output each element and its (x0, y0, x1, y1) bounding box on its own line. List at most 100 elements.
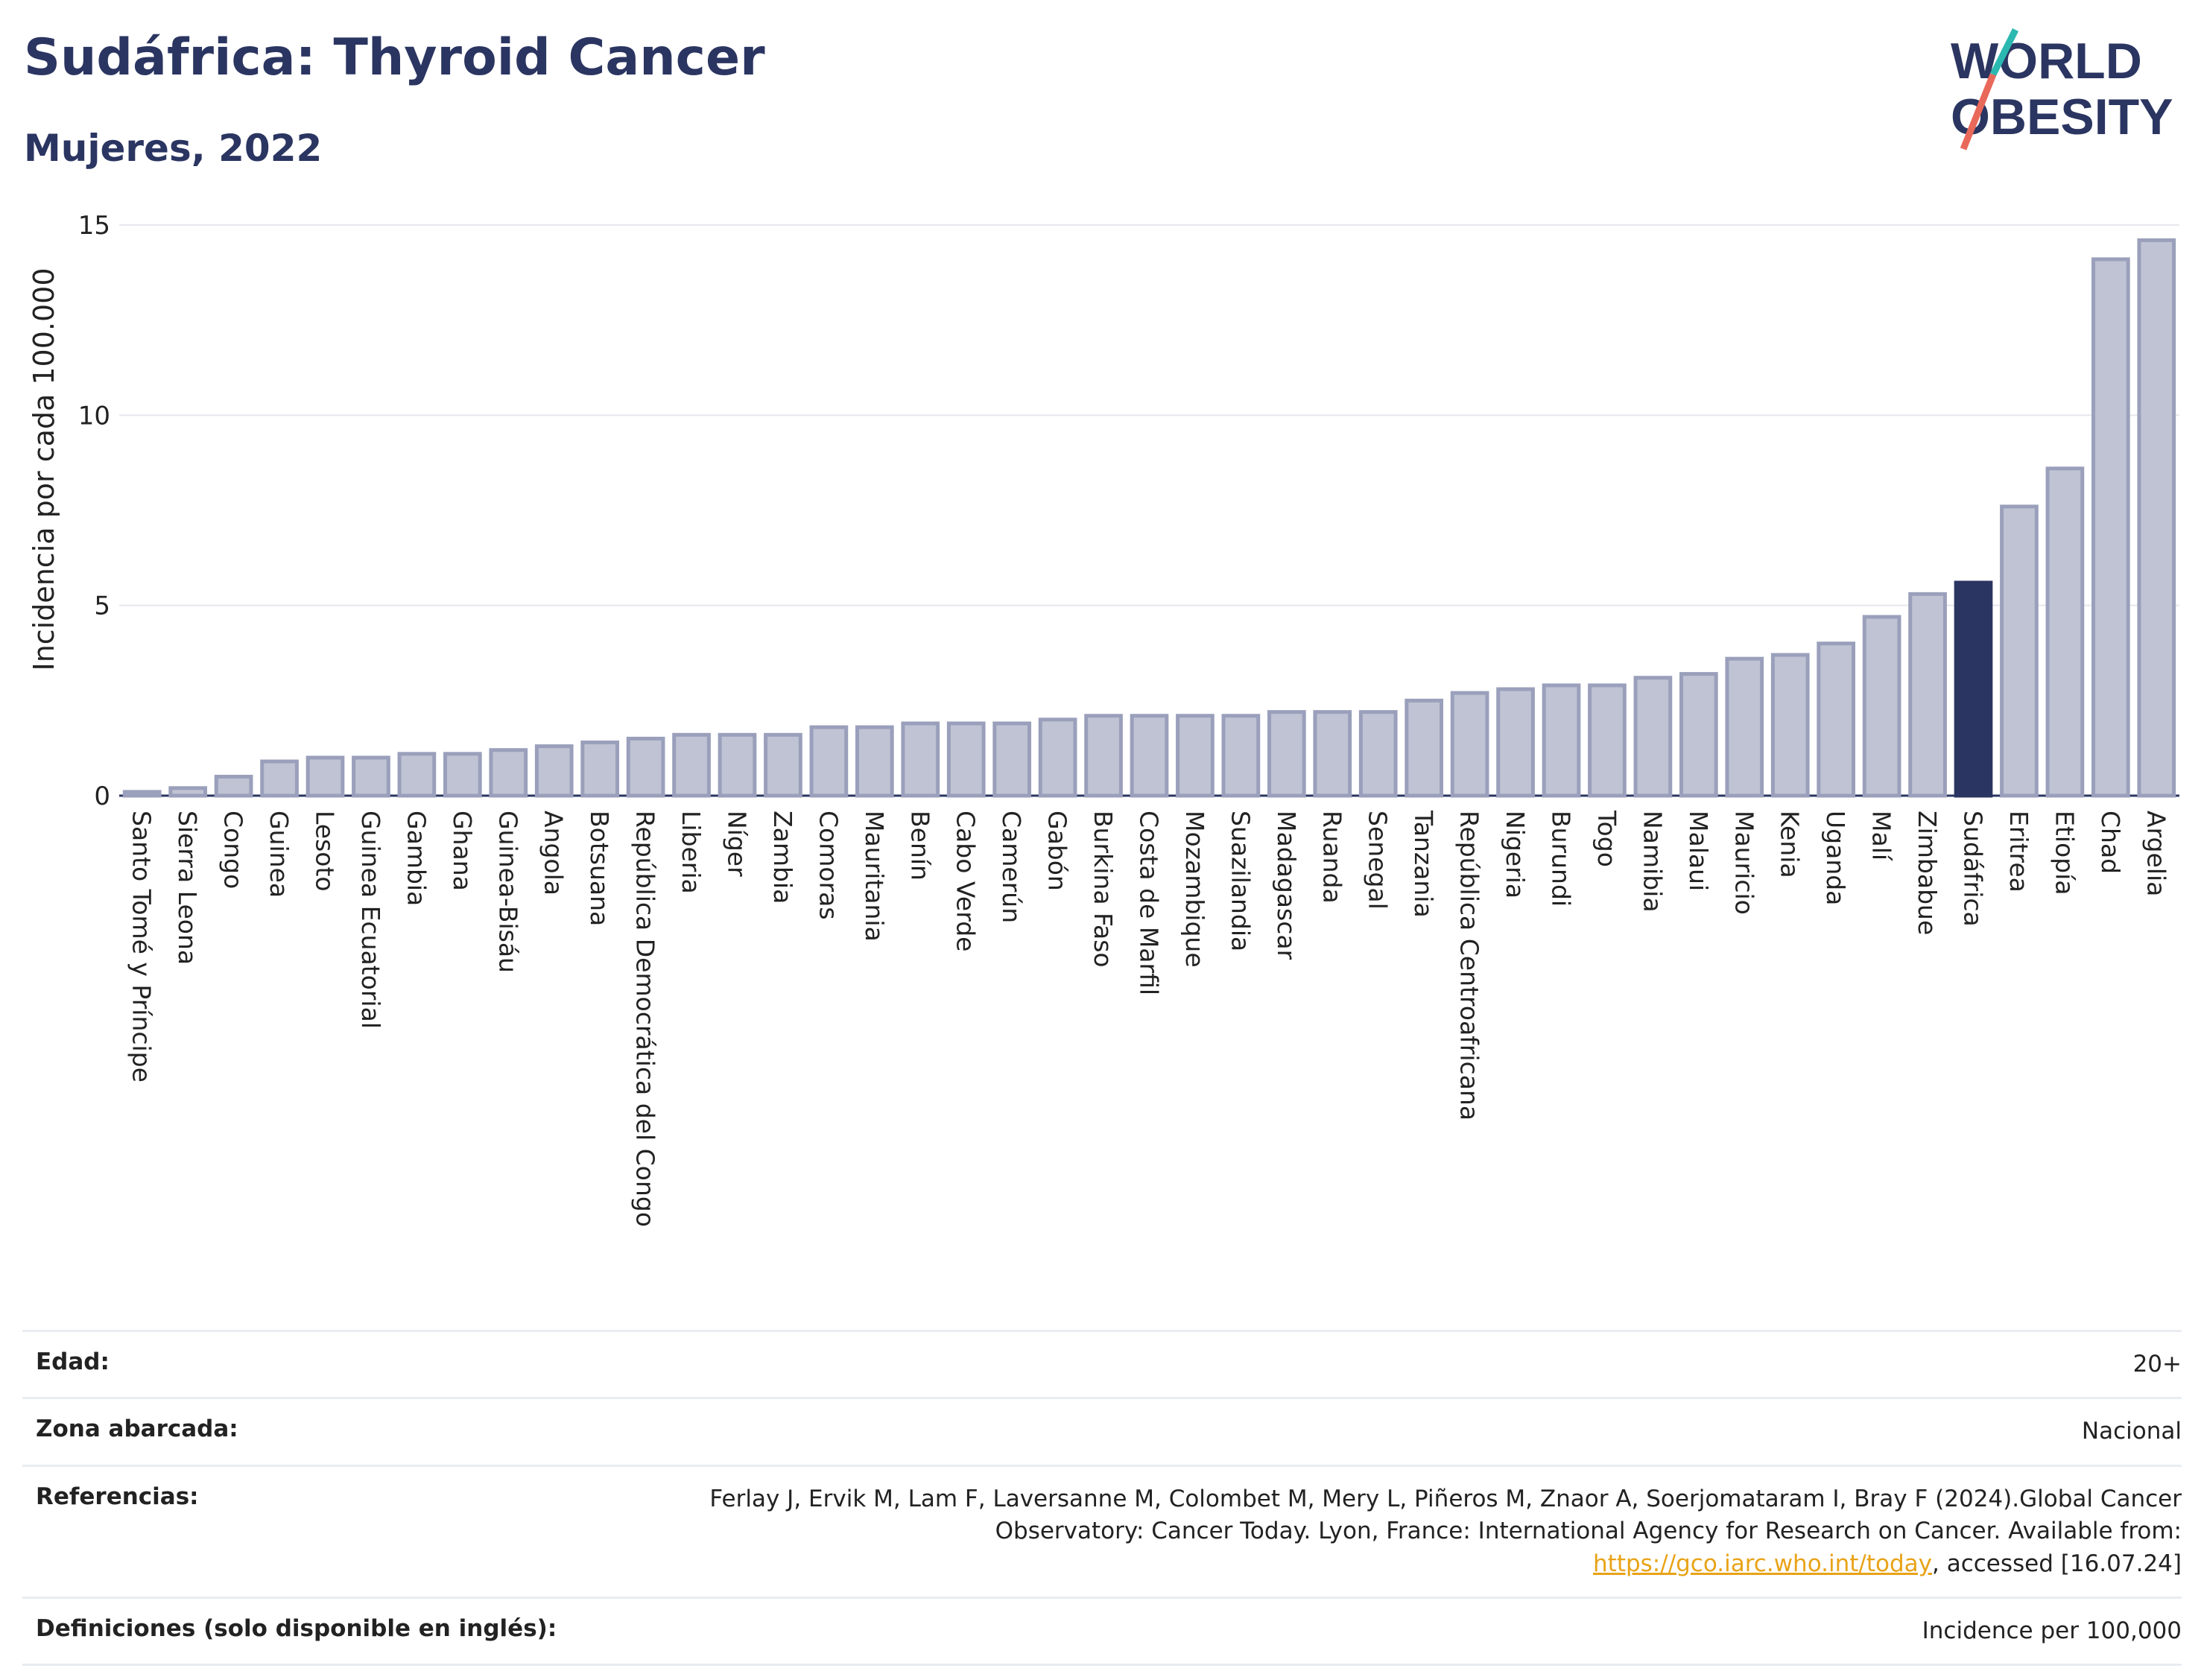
x-tick-label: Mauricio (1729, 811, 1758, 915)
meta-value: Ferlay J, Ervik M, Lam F, Laversanne M, … (654, 1483, 2182, 1580)
x-tick-label: Liberia (677, 811, 706, 894)
bar-highlight (1954, 580, 1993, 798)
bar (1862, 615, 1901, 798)
x-tick-label: Eritrea (2004, 811, 2033, 893)
meta-label: Zona abarcada: (36, 1416, 238, 1443)
bar (260, 759, 299, 798)
bar (1817, 641, 1856, 798)
bar (1542, 683, 1581, 798)
x-tick-label: Botsuana (585, 811, 614, 926)
bar (1221, 714, 1261, 798)
bar (1038, 717, 1077, 798)
bar (2137, 238, 2176, 798)
x-tick-labels: Santo Tomé y Príncipe Sierra Leona Congo Gu… (127, 810, 2171, 1227)
bar (672, 732, 711, 798)
x-tick-label: Sudáfrica (1959, 811, 1988, 927)
x-tick-label: Zambia (768, 811, 797, 904)
x-tick-label: Níger (723, 811, 752, 877)
x-tick-label: Nigeria (1501, 811, 1530, 898)
x-tick-label: Kenia (1776, 811, 1805, 878)
meta-row-referencias: Referencias: Ferlay J, Ervik M, Lam F, L… (22, 1464, 2182, 1597)
x-tick-label: Gambia (402, 811, 431, 906)
x-tick-label: Cabo Verde (951, 811, 981, 951)
x-tick-label: Guinea-Bisáu (493, 811, 522, 973)
bar (214, 774, 253, 798)
meta-value: 20+ (2132, 1351, 2182, 1378)
bar (1908, 592, 1947, 798)
meta-value: Nacional (2081, 1418, 2182, 1445)
meta-label: Referencias: (36, 1483, 199, 1510)
x-tick-label: Burkina Faso (1089, 811, 1118, 968)
x-tick-label: Ruanda (1317, 811, 1346, 904)
bar (1130, 714, 1169, 798)
reference-text: Ferlay J, Ervik M, Lam F, Laversanne M, … (709, 1485, 2182, 1545)
bar (809, 725, 849, 798)
x-tick-label: Ghana (448, 811, 477, 891)
world-obesity-logo: WORLD OBESITY (1951, 28, 2173, 150)
bar (1770, 653, 1810, 798)
y-tick-labels: 0 5 10 15 (78, 211, 110, 811)
x-tick-label: Gabón (1043, 811, 1072, 891)
x-tick-label: Uganda (1821, 811, 1850, 905)
bar (1405, 698, 1444, 798)
bar (992, 721, 1032, 798)
x-tick-label: Guinea Ecuatorial (356, 811, 385, 1029)
x-tick-label: Comoras (814, 811, 843, 920)
x-tick-label: Tanzania (1409, 810, 1438, 918)
x-tick-label: Suazilandia (1226, 811, 1255, 951)
svg-text:OBESITY: OBESITY (1951, 89, 2173, 145)
reference-link[interactable]: https://gco.iarc.who.int/today (1593, 1550, 1932, 1577)
x-tick-label: Argelia (2141, 811, 2170, 896)
bar (443, 752, 482, 798)
x-tick-label: Camerún (997, 811, 1026, 923)
bar (1313, 710, 1352, 798)
bar (946, 721, 986, 798)
bar (580, 741, 620, 798)
bar (855, 725, 894, 798)
meta-label: Edad: (36, 1348, 110, 1375)
x-tick-label: Burundi (1547, 811, 1576, 907)
bar (305, 755, 345, 798)
x-tick-label: República Centroafricana (1455, 811, 1484, 1120)
bar (1588, 683, 1627, 798)
bar (1450, 691, 1489, 798)
x-tick-label: Costa de Marfil (1135, 811, 1164, 995)
x-tick-label: Santo Tomé y Príncipe (127, 811, 156, 1083)
meta-value: Incidence per 100,000 (1922, 1617, 2182, 1644)
x-tick-label: Malaui (1684, 811, 1713, 891)
x-tick-label: Benín (905, 811, 934, 881)
x-tick-label: Malí (1867, 811, 1896, 862)
x-tick-label: Angola (539, 811, 569, 896)
x-tick-label: Togo (1592, 810, 1621, 867)
x-tick-label: Senegal (1364, 811, 1393, 910)
chart-title: Sudáfrica: Thyroid Cancer (24, 28, 765, 87)
bars (122, 238, 2176, 798)
bar (2045, 466, 2085, 798)
y-axis-label: Incidencia por cada 100.000 (28, 267, 60, 671)
y-tick-label: 15 (78, 211, 110, 241)
bar (397, 752, 437, 798)
chart-subtitle: Mujeres, 2022 (24, 127, 323, 170)
x-tick-label: Guinea (265, 811, 294, 898)
bar (1267, 710, 1306, 798)
bar (122, 790, 162, 798)
x-tick-label: República Democrática del Congo (631, 811, 660, 1227)
bar (352, 755, 390, 798)
bar (489, 748, 528, 798)
bar (901, 721, 940, 798)
bar (764, 732, 802, 798)
bar (1725, 656, 1764, 798)
y-tick-label: 5 (94, 592, 110, 621)
meta-row-edad: Edad: 20+ (22, 1330, 2182, 1397)
x-tick-label: Madagascar (1272, 811, 1301, 960)
x-tick-label: Namibia (1638, 811, 1667, 913)
x-tick-label: Chad (2096, 811, 2125, 874)
bar (1633, 676, 1673, 798)
x-tick-label: Etiopía (2050, 811, 2079, 896)
meta-row-zona: Zona abarcada: Nacional (22, 1397, 2182, 1464)
x-tick-label: Sierra Leona (173, 811, 202, 965)
bar (1496, 687, 1535, 798)
bar (1358, 710, 1398, 798)
y-tick-label: 0 (94, 782, 110, 811)
bar (1084, 714, 1123, 798)
